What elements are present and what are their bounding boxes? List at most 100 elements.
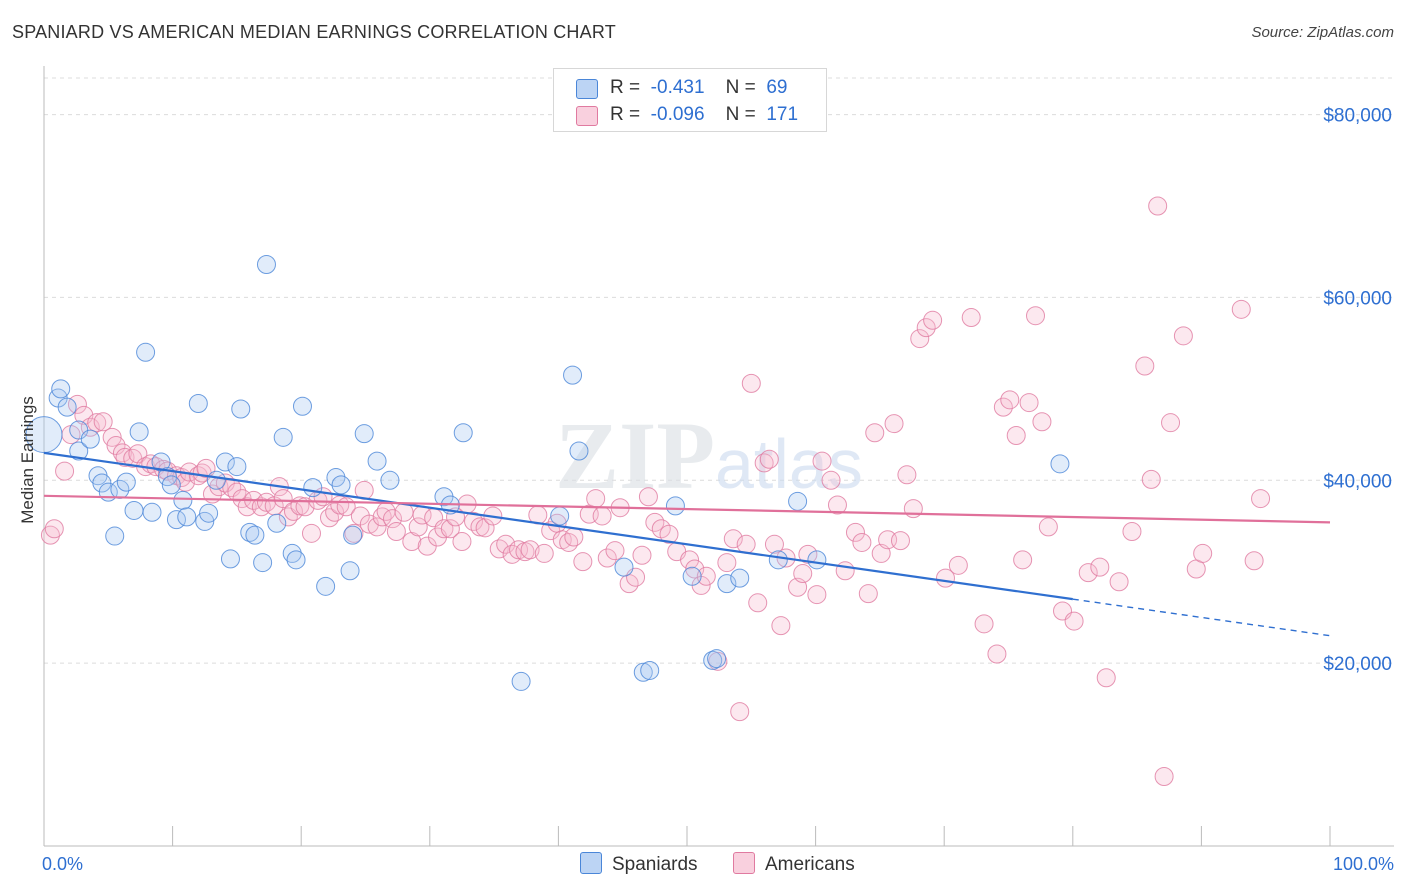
data-point bbox=[220, 549, 240, 569]
data-point bbox=[331, 475, 351, 495]
data-point bbox=[452, 532, 472, 552]
y-axis-label: Median Earnings bbox=[18, 396, 37, 524]
data-point bbox=[215, 452, 235, 472]
data-point bbox=[1141, 469, 1161, 489]
legend-swatch-spaniards bbox=[576, 79, 598, 99]
data-point bbox=[807, 550, 827, 570]
watermark-atlas: atlas bbox=[715, 425, 863, 503]
data-point bbox=[115, 447, 135, 467]
legend-n-value: 171 bbox=[766, 104, 799, 125]
data-point bbox=[286, 550, 306, 570]
data-point bbox=[367, 517, 387, 537]
data-point bbox=[520, 540, 540, 560]
data-point bbox=[116, 472, 136, 492]
data-point bbox=[80, 429, 100, 449]
data-point bbox=[408, 517, 428, 537]
data-point bbox=[897, 465, 917, 485]
source-label: Source: ZipAtlas.com bbox=[1251, 24, 1394, 41]
x-tick-label-max: 100.0% bbox=[1333, 854, 1394, 874]
data-point bbox=[1122, 521, 1142, 541]
x-tick-label-min: 0.0% bbox=[42, 854, 83, 874]
data-point bbox=[1161, 413, 1181, 433]
data-point bbox=[177, 507, 197, 527]
data-point bbox=[771, 616, 791, 636]
y-tick-labels: $20,000 $40,000 $60,000 $80,000 bbox=[1323, 106, 1392, 676]
data-point bbox=[292, 396, 312, 416]
data-point bbox=[51, 379, 71, 399]
data-point bbox=[386, 521, 406, 541]
americans-points bbox=[40, 196, 1271, 787]
data-point bbox=[340, 561, 360, 581]
data-point bbox=[44, 519, 64, 539]
data-point bbox=[1090, 557, 1110, 577]
data-point bbox=[129, 422, 149, 442]
data-point bbox=[464, 511, 484, 531]
legend-r-label: R = bbox=[610, 77, 641, 98]
data-point bbox=[1013, 550, 1033, 570]
legend-n-label: N = bbox=[725, 77, 756, 98]
data-point bbox=[564, 527, 584, 547]
data-point bbox=[367, 451, 387, 471]
data-point bbox=[453, 423, 473, 443]
data-point bbox=[1000, 390, 1020, 410]
y-tick-label: $80,000 bbox=[1323, 106, 1392, 127]
data-point bbox=[188, 393, 208, 413]
data-point bbox=[273, 489, 293, 509]
data-point bbox=[1050, 454, 1070, 474]
data-point bbox=[93, 412, 113, 432]
data-point bbox=[1006, 425, 1026, 445]
data-point bbox=[890, 531, 910, 551]
data-point bbox=[680, 550, 700, 570]
data-point bbox=[573, 552, 593, 572]
data-point bbox=[55, 461, 75, 481]
data-point bbox=[835, 561, 855, 581]
data-point bbox=[633, 662, 653, 682]
data-point bbox=[736, 534, 756, 554]
data-point bbox=[858, 584, 878, 604]
data-point bbox=[948, 555, 968, 575]
data-point bbox=[283, 501, 303, 521]
data-point bbox=[1064, 611, 1084, 631]
data-point bbox=[354, 424, 374, 444]
data-point bbox=[1019, 393, 1039, 413]
y-tick-label: $40,000 bbox=[1323, 471, 1392, 492]
data-point bbox=[1109, 572, 1129, 592]
data-point bbox=[605, 541, 625, 561]
trend-line-spaniards-extension bbox=[1072, 598, 1331, 637]
data-point bbox=[245, 525, 265, 545]
data-point bbox=[124, 500, 144, 520]
legend-n-label: N = bbox=[725, 104, 756, 125]
data-point bbox=[1038, 517, 1058, 537]
bottom-legend-spaniards: Spaniards bbox=[580, 852, 698, 876]
watermark-zip: ZIP bbox=[555, 402, 715, 509]
data-point bbox=[696, 566, 716, 586]
data-point bbox=[592, 506, 612, 526]
data-point bbox=[614, 557, 634, 577]
data-point bbox=[206, 470, 226, 490]
legend-swatch-americans bbox=[576, 106, 598, 126]
data-point bbox=[1096, 668, 1116, 688]
data-point bbox=[267, 513, 287, 533]
data-point bbox=[1032, 412, 1052, 432]
data-point bbox=[759, 449, 779, 469]
data-point bbox=[793, 564, 813, 584]
axes bbox=[43, 66, 1394, 847]
data-point bbox=[730, 568, 750, 588]
spaniards-points bbox=[25, 255, 1070, 691]
data-point bbox=[748, 593, 768, 613]
data-point bbox=[730, 702, 750, 722]
data-point bbox=[682, 566, 702, 586]
data-point bbox=[105, 526, 125, 546]
data-point bbox=[343, 525, 363, 545]
data-point bbox=[1078, 563, 1098, 583]
data-point bbox=[496, 534, 516, 554]
data-point bbox=[812, 451, 832, 471]
bottom-legend-americans: Americans bbox=[733, 852, 855, 876]
y-tick-label: $20,000 bbox=[1323, 654, 1392, 675]
data-point bbox=[821, 470, 841, 490]
data-point bbox=[741, 373, 761, 393]
data-point bbox=[273, 427, 293, 447]
data-point bbox=[916, 318, 936, 338]
data-point bbox=[798, 544, 818, 564]
data-point bbox=[1173, 326, 1193, 346]
